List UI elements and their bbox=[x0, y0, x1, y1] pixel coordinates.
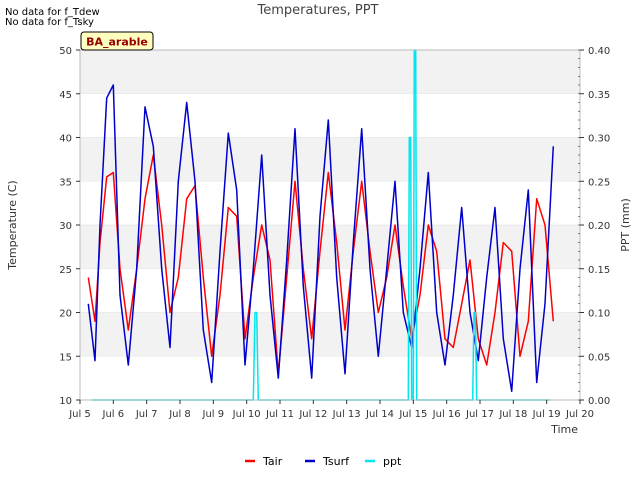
x-tick-label: Jul 10 bbox=[232, 409, 261, 420]
y2-tick-label: 0.35 bbox=[588, 90, 610, 101]
y2-tick-label: 0.40 bbox=[588, 46, 610, 57]
x-tick-label: Jul 19 bbox=[532, 409, 561, 420]
x-tick-label: Jul 7 bbox=[135, 409, 158, 420]
y2-tick-label: 0.05 bbox=[588, 352, 610, 363]
no-data-note-tsky: No data for f_Tsky bbox=[5, 17, 94, 28]
y-tick-label: 20 bbox=[59, 309, 72, 320]
y-tick-label: 40 bbox=[59, 134, 72, 145]
grid-band bbox=[80, 312, 580, 357]
x-tick-label: Jul 18 bbox=[498, 409, 527, 420]
x-tick-label: Jul 8 bbox=[168, 409, 191, 420]
x-tick-label: Jul 6 bbox=[102, 409, 125, 420]
y2-tick-label: 0.00 bbox=[588, 396, 610, 407]
y2-tick-label: 0.15 bbox=[588, 265, 610, 276]
x-tick-label: Jul 5 bbox=[68, 409, 91, 420]
y2-tick-label: 0.10 bbox=[588, 309, 610, 320]
y2-tick-label: 0.30 bbox=[588, 134, 610, 145]
x-tick-label: Jul 15 bbox=[398, 409, 427, 420]
axes: Jul 5 Jul 6 Jul 7 Jul 8 Jul 9 Jul 10 Jul 11 Jul… bbox=[59, 46, 610, 420]
x-tick-label: Jul 17 bbox=[465, 409, 494, 420]
x-tick-label: Jul 12 bbox=[298, 409, 327, 420]
legend: Tair Tsurf ppt bbox=[245, 455, 402, 468]
y-tick-label: 45 bbox=[59, 90, 72, 101]
chart-title: Temperatures, PPT bbox=[256, 3, 378, 18]
y-tick-label: 25 bbox=[59, 265, 72, 276]
badge: BA_arable bbox=[80, 31, 154, 51]
x-tick-label: Jul 20 bbox=[565, 409, 594, 420]
grid-band bbox=[80, 225, 580, 269]
x-tick-label: Jul 9 bbox=[202, 409, 225, 420]
x-axis-label: Time bbox=[550, 423, 578, 436]
badge-text: BA_arable bbox=[86, 36, 148, 49]
grid-band bbox=[80, 50, 580, 94]
x-tick-label: Jul 11 bbox=[265, 409, 294, 420]
x-tick-label: Jul 13 bbox=[332, 409, 361, 420]
legend-label-tair: Tair bbox=[262, 455, 283, 468]
badge-box bbox=[80, 31, 154, 51]
no-data-note-tdew: No data for f_Tdew bbox=[5, 7, 100, 18]
y-tick-label: 10 bbox=[59, 396, 72, 407]
y-tick-label: 35 bbox=[59, 177, 72, 188]
y-tick-label: 30 bbox=[59, 221, 72, 232]
y2-tick-label: 0.20 bbox=[588, 221, 610, 232]
y-tick-label: 15 bbox=[59, 352, 72, 363]
y-axis-label: Temperature (C) bbox=[6, 180, 19, 270]
x-tick-label: Jul 14 bbox=[365, 409, 394, 420]
legend-label-tsurf: Tsurf bbox=[322, 455, 350, 468]
x-tick-label: Jul 16 bbox=[432, 409, 461, 420]
y2-axis-label: PPT (mm) bbox=[619, 198, 632, 252]
y2-tick-label: 0.25 bbox=[588, 177, 610, 188]
y-tick-label: 50 bbox=[59, 46, 72, 57]
legend-label-ppt: ppt bbox=[383, 455, 402, 468]
